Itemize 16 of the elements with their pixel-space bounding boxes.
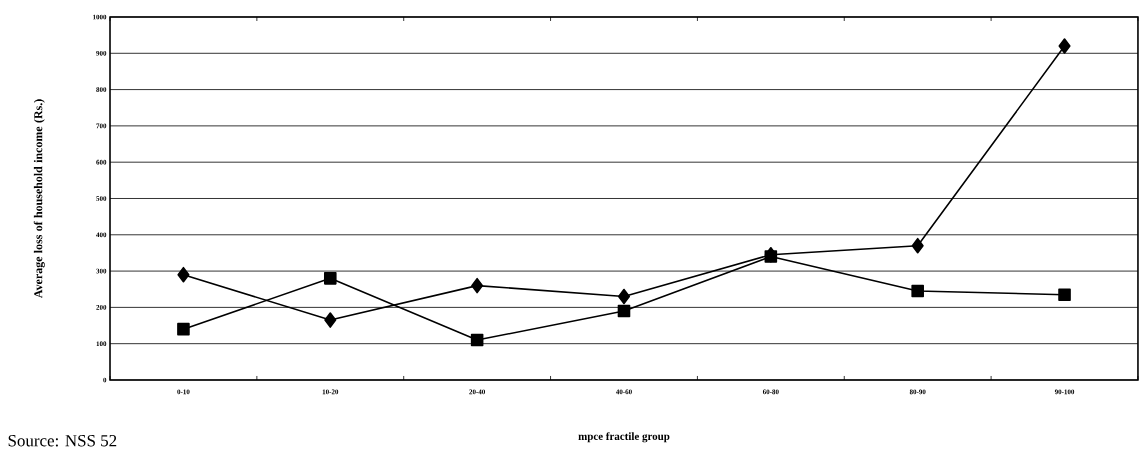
point bbox=[1058, 288, 1071, 301]
point bbox=[471, 277, 484, 294]
point bbox=[617, 304, 631, 318]
point bbox=[1058, 38, 1071, 54]
point bbox=[177, 322, 190, 336]
point bbox=[323, 272, 337, 285]
source-note: Source: NSS 52 bbox=[8, 435, 117, 447]
y-axis-title: Average loss of household income (Rs.) bbox=[33, 99, 45, 299]
point bbox=[617, 288, 631, 305]
point bbox=[324, 312, 337, 328]
point bbox=[911, 284, 924, 298]
point bbox=[177, 266, 190, 283]
point bbox=[470, 333, 484, 347]
point bbox=[764, 250, 778, 263]
x-axis-title: mpce fractile group bbox=[578, 432, 670, 443]
point bbox=[911, 237, 924, 254]
